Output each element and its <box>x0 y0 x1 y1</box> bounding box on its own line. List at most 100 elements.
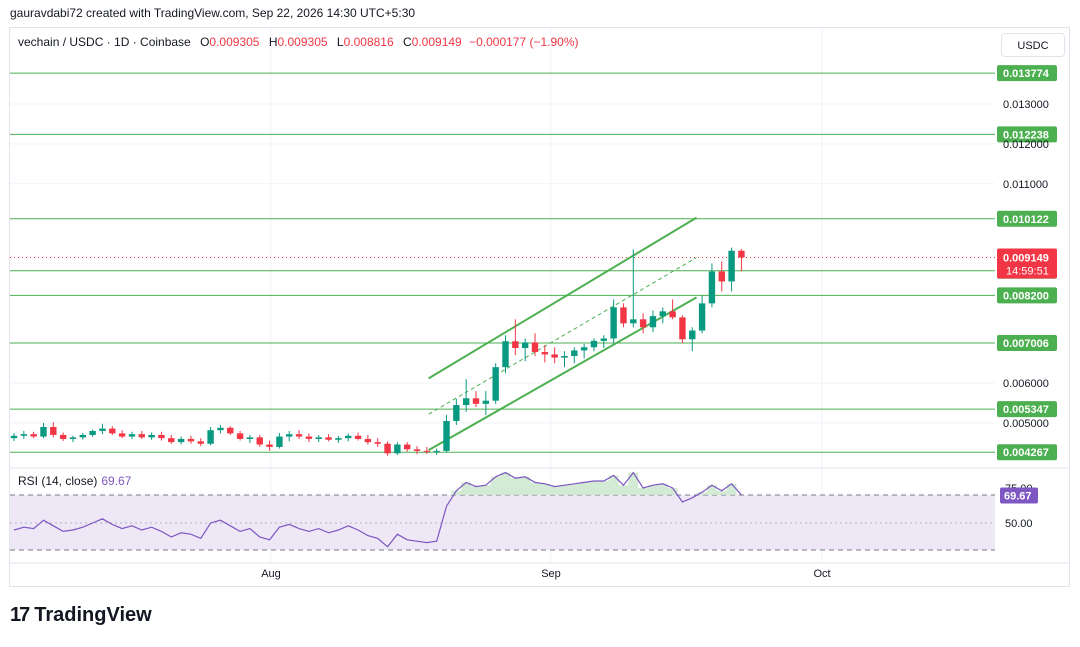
price-axis: 0.013000 0.012000 0.011000 0.006000 0.005000 <box>1003 99 1049 430</box>
candle <box>679 317 686 340</box>
candle <box>109 428 116 434</box>
low-value: 0.008816 <box>343 35 394 49</box>
candle <box>227 427 234 434</box>
candle <box>128 434 136 437</box>
candle <box>148 434 155 438</box>
time-axis: Aug Sep Oct <box>10 562 1069 580</box>
candle <box>659 311 666 317</box>
candle <box>443 421 450 451</box>
candle <box>669 311 676 318</box>
tradingview-logo-icon: 17 <box>10 604 30 626</box>
candle <box>404 444 411 450</box>
candle <box>472 398 480 404</box>
rsi-line <box>13 471 742 548</box>
candle <box>40 426 47 437</box>
rsi-overbought-fill <box>451 472 737 495</box>
candle <box>177 438 185 443</box>
candle <box>59 434 67 439</box>
candle <box>217 427 224 431</box>
candle <box>69 437 77 439</box>
candle <box>89 430 96 435</box>
candle <box>79 434 87 438</box>
channel-upper-line <box>428 216 698 380</box>
candle <box>335 438 342 440</box>
candle <box>374 442 381 444</box>
candle <box>561 356 568 358</box>
horizontal-levels: 0.0137740.0122380.0101220.0088180.008200… <box>10 65 1057 461</box>
candle <box>610 307 617 339</box>
candle <box>718 271 725 282</box>
rsi-badge <box>1000 487 1038 504</box>
low-label: L <box>336 35 344 49</box>
level-badge-label: 0.005347 <box>1003 404 1049 416</box>
candle <box>423 450 431 452</box>
price-tick-label: 0.011000 <box>1003 179 1048 191</box>
change-value: −0.000177 (−1.90%) <box>469 35 579 49</box>
tradingview-logo-text: TradingView <box>34 604 152 626</box>
candle <box>99 428 106 431</box>
candle <box>354 435 362 439</box>
level-badge-label: 0.010122 <box>1003 214 1049 226</box>
open-value: 0.009305 <box>209 35 260 49</box>
high-label: H <box>268 35 278 49</box>
candle <box>236 433 244 439</box>
candle <box>394 444 401 454</box>
candle <box>364 438 372 443</box>
candle <box>433 450 440 452</box>
tradingview-logo[interactable]: 17 TradingView <box>10 604 152 627</box>
candle <box>738 250 745 258</box>
candle <box>600 338 607 341</box>
candle <box>698 303 706 331</box>
level-badge <box>997 65 1057 82</box>
level-badge-label: 0.004267 <box>1003 447 1049 459</box>
level-badge <box>997 335 1057 352</box>
candle <box>50 426 57 435</box>
ohlc-legend: vechain / USDC · 1D · Coinbase O0.009305… <box>18 35 579 49</box>
candle <box>197 441 204 444</box>
candle <box>246 437 254 439</box>
candle <box>492 367 499 401</box>
candle <box>10 435 18 439</box>
close-label: C <box>403 35 412 49</box>
rsi-badge-label: 69.67 <box>1004 490 1032 502</box>
rsi-label[interactable]: RSI (14, close) <box>18 474 98 488</box>
price-channel <box>428 216 698 451</box>
candle <box>413 449 421 451</box>
candle <box>276 436 283 447</box>
header-caption: gauravdabi72 created with TradingView.co… <box>10 6 416 20</box>
time-tick-label: Oct <box>813 568 830 580</box>
last-price-label: 0.009149 <box>1003 253 1049 265</box>
rsi-value: 69.67 <box>101 474 132 488</box>
countdown-label: 14:59:51 <box>1006 266 1049 278</box>
channel-lower-line <box>428 296 698 451</box>
symbol-label[interactable]: vechain / USDC · 1D · Coinbase <box>18 35 191 49</box>
close-value: 0.009149 <box>411 35 462 49</box>
candle <box>453 405 460 422</box>
time-tick-label: Sep <box>541 568 561 580</box>
chart-frame[interactable] <box>9 27 1070 587</box>
candle <box>315 437 322 439</box>
candle <box>580 347 588 351</box>
candle <box>630 319 637 324</box>
candle <box>118 433 126 437</box>
currency-button[interactable]: USDC <box>1001 33 1065 57</box>
price-tick-label: 0.006000 <box>1003 378 1049 390</box>
candle <box>325 437 332 440</box>
time-tick-label: Aug <box>261 568 281 580</box>
candle <box>708 271 716 304</box>
candles <box>10 247 745 456</box>
high-value: 0.009305 <box>277 35 328 49</box>
candle <box>30 434 37 437</box>
candle <box>20 434 28 436</box>
open-label: O <box>200 35 210 49</box>
candle <box>649 316 657 328</box>
candle <box>590 340 598 348</box>
candle <box>531 342 539 353</box>
candle <box>168 438 175 443</box>
candle <box>551 354 558 358</box>
candle <box>187 438 195 442</box>
rsi-legend: RSI (14, close) 69.67 <box>18 474 131 488</box>
candle <box>286 434 293 437</box>
